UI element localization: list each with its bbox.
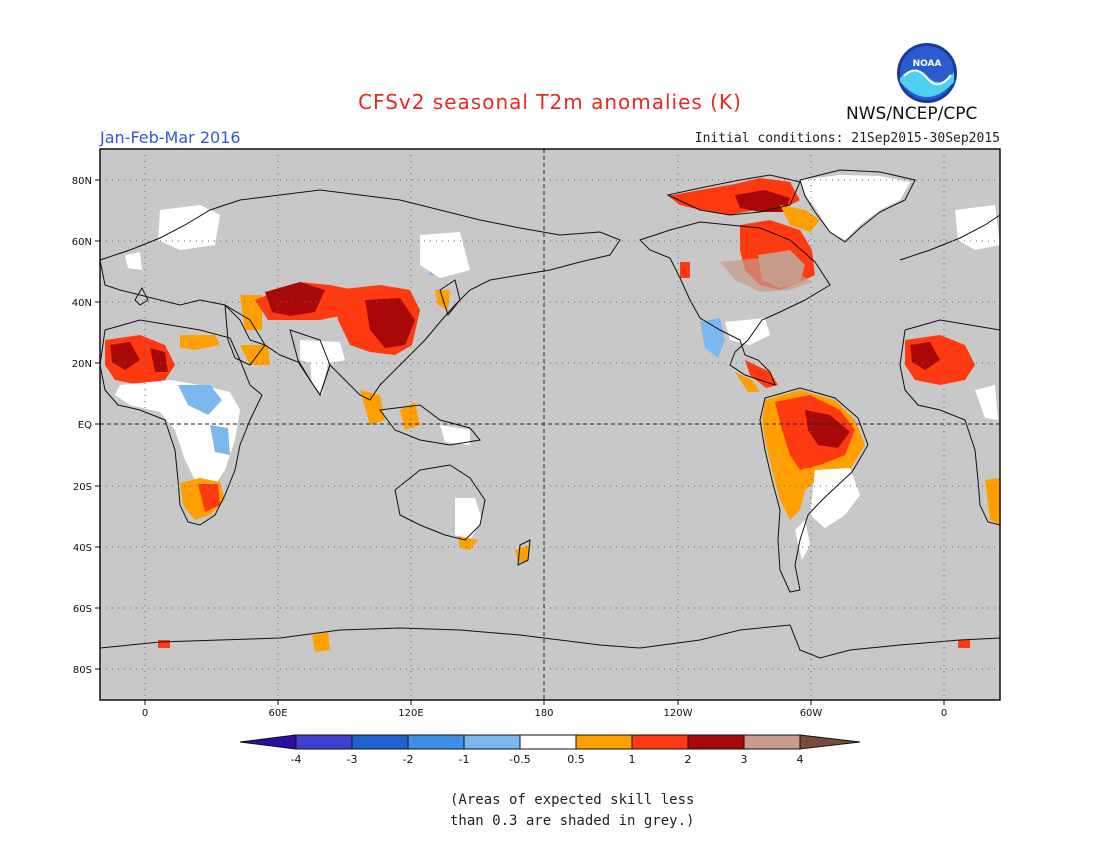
chart-title: CFSv2 seasonal T2m anomalies (K) bbox=[358, 90, 742, 114]
anomaly-patches bbox=[105, 175, 1000, 652]
colorbar: -4 -3 -2 -1 -0.5 0.5 1 2 3 4 bbox=[239, 734, 861, 766]
lon-label: 180 bbox=[534, 708, 553, 719]
lon-label: 120W bbox=[664, 708, 693, 719]
colorbar-label: -0.5 bbox=[509, 753, 530, 766]
lat-label: 20N bbox=[72, 359, 92, 370]
axis-ticks bbox=[95, 179, 945, 705]
colorbar-label: -3 bbox=[347, 753, 358, 766]
skill-note: (Areas of expected skill less than 0.3 a… bbox=[0, 790, 1100, 832]
lon-label: 60E bbox=[268, 708, 287, 719]
colorbar-bin bbox=[743, 734, 801, 750]
forecast-period: Jan-Feb-Mar 2016 bbox=[100, 128, 241, 147]
colorbar-bin bbox=[687, 734, 745, 750]
initial-conditions: Initial conditions: 21Sep2015-30Sep2015 bbox=[694, 131, 1000, 146]
colorbar-bin bbox=[575, 734, 633, 750]
lat-label: 60N bbox=[72, 237, 92, 248]
equator-dateline bbox=[100, 149, 1000, 700]
colorbar-bin bbox=[407, 734, 465, 750]
note-line: than 0.3 are shaded in grey.) bbox=[450, 813, 695, 829]
grid-lines bbox=[100, 149, 1000, 700]
longitude-labels: 0 60E 120E 180 120W 60W 0 bbox=[142, 708, 947, 719]
lat-label: EQ bbox=[78, 420, 92, 431]
agency-name: NWS/NCEP/CPC bbox=[846, 104, 978, 124]
colorbar-label: 1 bbox=[629, 753, 636, 766]
colorbar-label: 4 bbox=[797, 753, 804, 766]
lat-label: 80N bbox=[72, 176, 92, 187]
lat-label: 80S bbox=[73, 665, 92, 676]
colorbar-label: 3 bbox=[741, 753, 748, 766]
colorbar-bin bbox=[463, 734, 521, 750]
lon-label: 0 bbox=[142, 708, 148, 719]
lat-label: 60S bbox=[73, 604, 92, 615]
colorbar-bin bbox=[295, 734, 353, 750]
lon-label: 0 bbox=[941, 708, 947, 719]
noaa-logo: NOAA bbox=[897, 43, 957, 103]
colorbar-bin bbox=[519, 734, 577, 750]
lat-label: 40S bbox=[73, 543, 92, 554]
colorbar-label: 0.5 bbox=[567, 753, 585, 766]
colorbar-left-arrow bbox=[239, 734, 297, 750]
lat-label: 40N bbox=[72, 298, 92, 309]
svg-text:NOAA: NOAA bbox=[913, 59, 942, 69]
colorbar-right-arrow bbox=[799, 734, 861, 750]
colorbar-label: -4 bbox=[291, 753, 302, 766]
colorbar-label: -1 bbox=[459, 753, 470, 766]
note-line: (Areas of expected skill less bbox=[450, 792, 695, 808]
coastlines bbox=[99, 169, 1001, 659]
lon-label: 60W bbox=[800, 708, 823, 719]
colorbar-label: -2 bbox=[403, 753, 414, 766]
colorbar-bin bbox=[631, 734, 689, 750]
lon-label: 120E bbox=[398, 708, 423, 719]
colorbar-bin bbox=[351, 734, 409, 750]
colorbar-label: 2 bbox=[685, 753, 692, 766]
lat-label: 20S bbox=[73, 482, 92, 493]
latitude-labels: 80N 60N 40N 20N EQ 20S 40S 60S 80S bbox=[72, 176, 92, 676]
